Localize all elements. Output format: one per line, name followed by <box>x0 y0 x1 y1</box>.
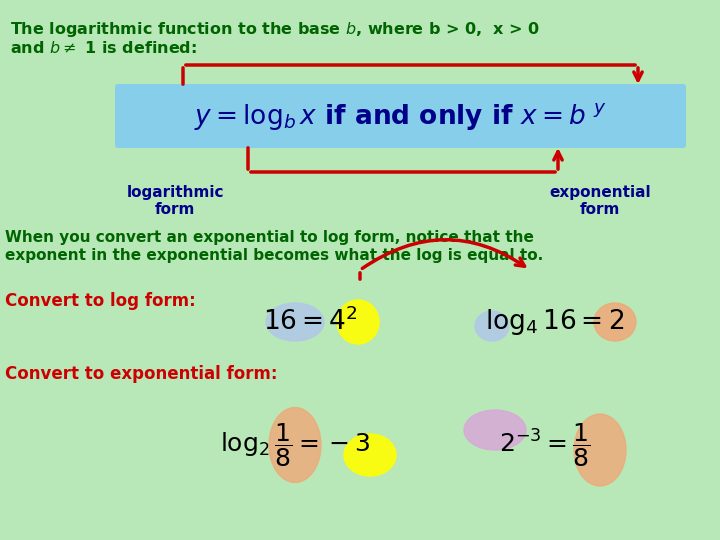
Ellipse shape <box>574 414 626 486</box>
FancyBboxPatch shape <box>115 84 686 148</box>
Text: The logarithmic function to the base $b$, where b > 0,  x > 0: The logarithmic function to the base $b$… <box>10 20 540 39</box>
Ellipse shape <box>344 434 396 476</box>
Ellipse shape <box>475 311 509 341</box>
Ellipse shape <box>269 408 321 483</box>
Text: logarithmic
form: logarithmic form <box>126 185 224 218</box>
Text: Convert to exponential form:: Convert to exponential form: <box>5 365 277 383</box>
Text: Convert to log form:: Convert to log form: <box>5 292 196 310</box>
Text: exponent in the exponential becomes what the log is equal to.: exponent in the exponential becomes what… <box>5 248 544 263</box>
Text: $y = \log_b x$ if and only if $x = b^{\ y}$: $y = \log_b x$ if and only if $x = b^{\ … <box>194 100 606 132</box>
Text: $\log_4 16 = 2$: $\log_4 16 = 2$ <box>485 307 625 337</box>
Text: $\log_2\dfrac{1}{8} = -3$: $\log_2\dfrac{1}{8} = -3$ <box>220 421 370 469</box>
Text: $2^{-3} = \dfrac{1}{8}$: $2^{-3} = \dfrac{1}{8}$ <box>500 421 590 469</box>
Text: When you convert an exponential to log form, notice that the: When you convert an exponential to log f… <box>5 230 534 245</box>
Ellipse shape <box>464 410 526 450</box>
Text: exponential
form: exponential form <box>549 185 651 218</box>
Text: and $b \neq$ 1 is defined:: and $b \neq$ 1 is defined: <box>10 40 197 56</box>
Ellipse shape <box>594 303 636 341</box>
Text: $16 = 4^2$: $16 = 4^2$ <box>263 308 358 336</box>
Ellipse shape <box>266 303 324 341</box>
Ellipse shape <box>337 300 379 344</box>
